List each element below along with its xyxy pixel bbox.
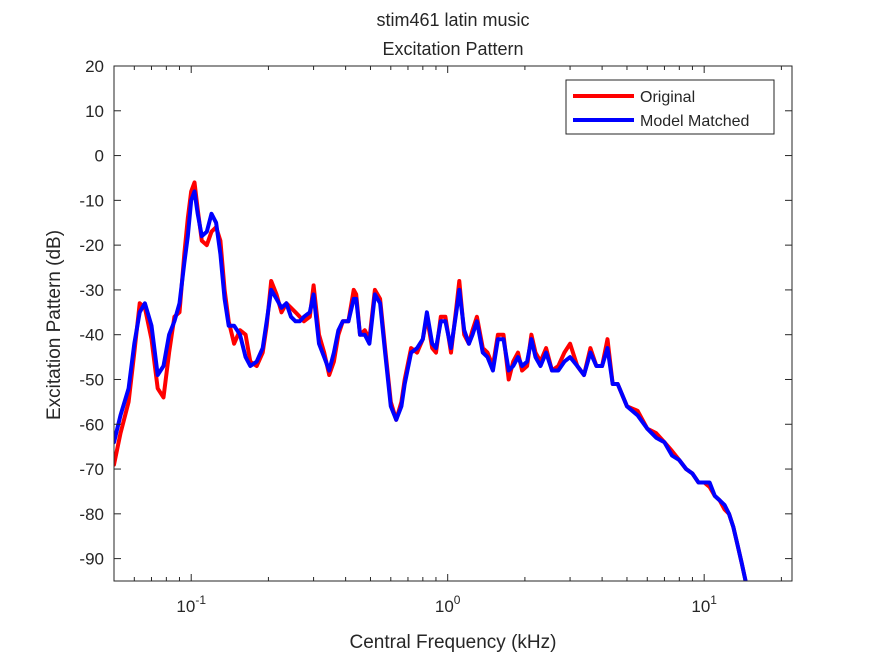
- y-tick-label: -40: [79, 326, 104, 345]
- y-tick-label: -20: [79, 236, 104, 255]
- series-layer: [114, 180, 748, 581]
- legend-label-model-matched: Model Matched: [640, 113, 749, 130]
- x-tick-label: 10-1: [176, 593, 206, 616]
- y-tick-label: -10: [79, 191, 104, 210]
- y-tick-label: 0: [95, 147, 104, 166]
- y-tick-label: 10: [85, 102, 104, 121]
- y-tick-label: -30: [79, 281, 104, 300]
- y-tick-label: -90: [79, 550, 104, 569]
- x-axis-label: Central Frequency (kHz): [350, 632, 557, 653]
- y-tick-label: -70: [79, 460, 104, 479]
- legend-box: [565, 79, 775, 135]
- axes-frame: [113, 65, 793, 582]
- y-tick-label: -50: [79, 370, 104, 389]
- y-axis-label: Excitation Pattern (dB): [44, 230, 65, 420]
- chart-subtitle: Excitation Pattern: [382, 39, 523, 59]
- chart-title: stim461 latin music: [376, 10, 529, 30]
- series-line-model-matched: [114, 189, 748, 581]
- legend: Original Model Matched: [565, 79, 775, 135]
- legend-label-original: Original: [640, 89, 695, 106]
- y-tick-label: -80: [79, 505, 104, 524]
- y-tick-label: 20: [85, 57, 104, 76]
- x-tick-label: 101: [691, 593, 717, 616]
- y-tick-label: -60: [79, 415, 104, 434]
- x-tick-label: 100: [435, 593, 461, 616]
